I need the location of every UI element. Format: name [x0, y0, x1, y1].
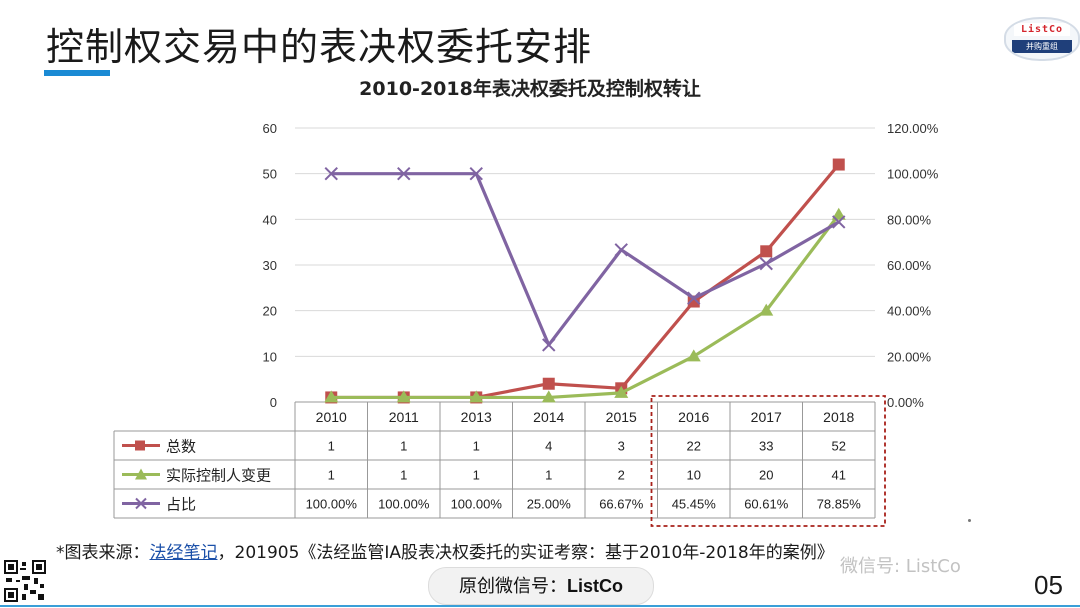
table-cell: 1 [473, 468, 480, 483]
y-tick-label: 10 [263, 349, 277, 364]
table-cell: 20 [759, 468, 773, 483]
x-tick-label: 2017 [751, 409, 782, 425]
marker-controller-change [469, 390, 484, 403]
table-cell: 100.00% [306, 497, 358, 512]
marker-controller-change [759, 303, 774, 316]
x-tick-label: 2013 [461, 409, 492, 425]
series-line-0 [331, 163, 840, 400]
series-line-2 [331, 172, 840, 347]
combo-line-chart: 0 10 20 30 40 50 60 0.00% 20.00% 40.00% 60.00% 80.0… [113, 121, 939, 527]
wechat-watermark: 微信号: ListCo [840, 556, 961, 577]
legend-label: 总数 [166, 438, 196, 456]
source-suffix: ，201905《法经监管IA股表决权委托的实证考察：基于2010年-2018年的… [217, 543, 834, 563]
y-tick-label: 30 [263, 258, 277, 273]
page-title: 控制权交易中的表决权委托安排 [46, 25, 593, 69]
x-tick-label: 2010 [316, 409, 347, 425]
y2-tick-label: 60.00% [887, 258, 932, 273]
badge-prefix: 原创微信号： [459, 576, 567, 597]
legend-marker-square [135, 440, 145, 451]
marker-controller-change [324, 390, 339, 403]
table-cell: 66.67% [599, 497, 644, 512]
y2-tick-label: 120.00% [887, 121, 939, 136]
listco-logo: ListCo 并购重组 [1004, 17, 1080, 61]
marker-controller-change [614, 385, 629, 398]
marker-controller-change [831, 207, 846, 220]
marker-ratio [614, 243, 628, 257]
table-cell: 78.85% [817, 497, 862, 512]
y-tick-label: 20 [263, 304, 277, 319]
y-tick-label: 50 [263, 167, 277, 182]
logo-top-text: ListCo [1014, 23, 1070, 36]
table-cell: 22 [687, 439, 701, 454]
wechat-id-badge: 原创微信号：ListCo [428, 567, 654, 605]
table-cell: 45.45% [672, 497, 717, 512]
y2-tick-label: 20.00% [887, 349, 932, 364]
source-prefix: *图表来源： [56, 543, 150, 563]
qr-code-icon [4, 560, 46, 602]
source-note: *图表来源：法经笔记，201905《法经监管IA股表决权委托的实证考察：基于20… [56, 538, 834, 563]
marker-ratio [324, 166, 338, 181]
y-tick-label: 40 [263, 212, 277, 227]
marker-ratio [397, 166, 411, 181]
marker-ratio [759, 256, 773, 271]
table-cell: 2 [618, 468, 625, 483]
x-tick-label: 2016 [678, 409, 709, 425]
table-cell: 1 [473, 439, 480, 454]
y2-tick-label: 40.00% [887, 304, 932, 319]
legend-marker-x [135, 497, 147, 510]
series-line-1 [331, 213, 841, 400]
stray-dot [968, 519, 971, 522]
x-tick-label: 2014 [533, 409, 564, 425]
table-cell: 52 [832, 439, 846, 454]
marker-total [760, 245, 773, 258]
table-cell: 1 [400, 468, 407, 483]
legend-label: 占比 [166, 496, 196, 514]
footer-rule [0, 605, 1080, 607]
table-cell: 1 [545, 468, 552, 483]
table-cell: 4 [545, 439, 552, 454]
x-tick-label: 2015 [606, 409, 637, 425]
table-cell: 41 [832, 468, 846, 483]
y2-tick-label: 0.00% [887, 395, 924, 410]
table-cell: 10 [687, 468, 701, 483]
marker-ratio [542, 338, 556, 352]
badge-id: ListCo [567, 576, 623, 596]
table-cell: 60.61% [744, 497, 789, 512]
table-cell: 1 [328, 468, 335, 483]
marker-controller-change [686, 349, 701, 362]
table-cell: 1 [400, 439, 407, 454]
title-accent-bar [44, 70, 110, 76]
chart-title: 2010-2018年表决权委托及控制权转让 [359, 78, 701, 100]
table-cell: 33 [759, 439, 773, 454]
y-tick-label: 0 [270, 395, 277, 410]
table-cell: 100.00% [378, 497, 430, 512]
legend-marker-triangle [135, 468, 147, 480]
marker-total [832, 158, 845, 171]
marker-controller-change [541, 390, 556, 403]
highlight-box [650, 395, 886, 527]
table-cell: 100.00% [451, 497, 503, 512]
page-number: 05 [1034, 570, 1063, 600]
x-tick-label: 2018 [823, 409, 854, 425]
marker-controller-change [396, 390, 411, 403]
x-tick-label: 2011 [389, 409, 419, 425]
y-tick-label: 60 [263, 121, 277, 136]
y2-tick-label: 100.00% [887, 167, 939, 182]
marker-ratio [469, 166, 483, 181]
table-cell: 1 [328, 439, 335, 454]
legend-label: 实际控制人变更 [166, 467, 271, 485]
source-link[interactable]: 法经笔记 [149, 543, 218, 563]
y2-tick-label: 80.00% [887, 212, 932, 227]
table-cell: 25.00% [527, 497, 572, 512]
table-cell: 3 [618, 439, 625, 454]
marker-total [542, 377, 555, 390]
logo-bottom-text: 并购重组 [1012, 40, 1072, 53]
marker-ratio [832, 215, 846, 229]
marker-ratio [687, 291, 701, 305]
